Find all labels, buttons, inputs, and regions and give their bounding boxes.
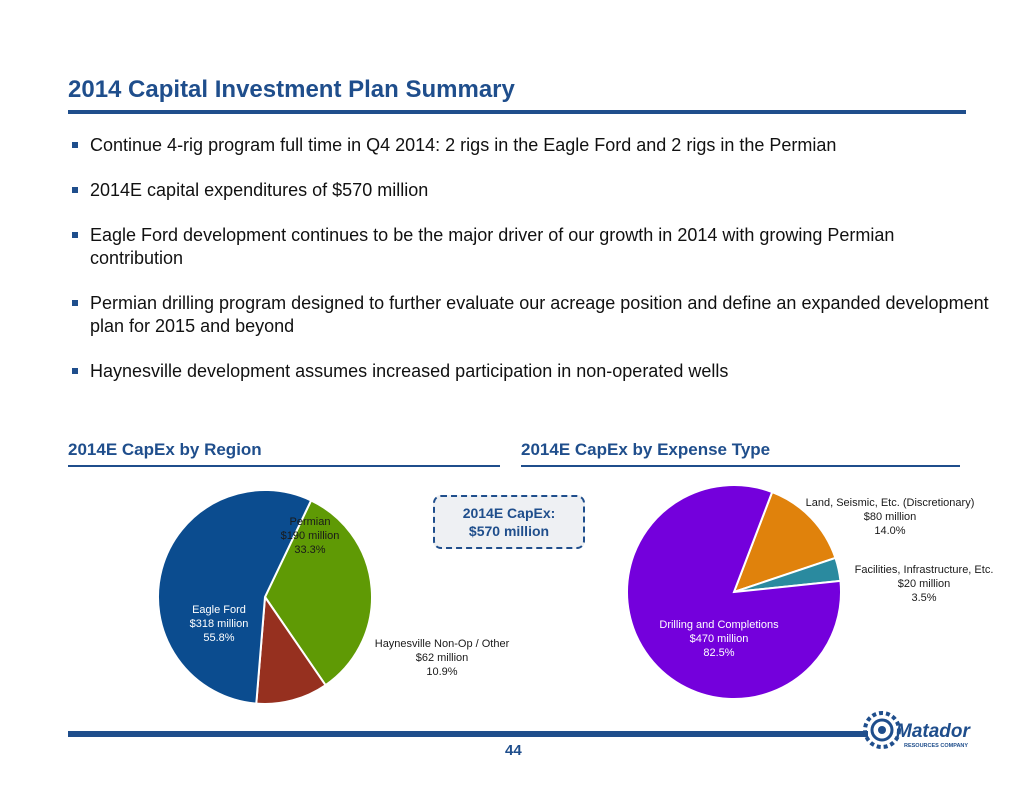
pie-slice-drilling-and-completions [626,484,842,701]
pie-label-facilities-infrastructure-etc: Facilities, Infrastructure, Etc. $20 mill… [855,564,994,604]
pie-label-haynesville-non-op-other: Haynesville Non-Op / Other $62 million 10.… [375,638,510,678]
pie-label-percent: 33.3% [294,544,325,556]
page-title: 2014 Capital Investment Plan Summary [68,76,515,103]
pie-slice-permian [263,499,373,687]
logo-tagline: RESOURCES COMPANY [904,743,968,749]
bullet-square-icon [72,142,78,148]
pie-slice-haynesville-non-op-other [255,594,327,705]
pie-label-category: Permian [290,516,331,528]
title-divider [68,110,966,114]
pie-label-percent: 3.5% [911,592,936,604]
bullet-text: Eagle Ford development continues to be t… [90,225,895,268]
pie-label-value: $80 million [864,511,917,523]
pie-label-drilling-and-completions: Drilling and Completions $470 million 82.5… [659,619,779,659]
page-number: 44 [505,742,522,759]
bullet-item: Permian drilling program designed to fur… [72,292,992,338]
pie-label-percent: 82.5% [703,647,734,659]
bullet-square-icon [72,368,78,374]
matador-logo: Matador RESOURCES COMPANY [863,711,972,749]
pie-label-category: Facilities, Infrastructure, Etc. [855,564,994,576]
bullet-list: Continue 4-rig program full time in Q4 2… [72,134,992,405]
bullet-item: Eagle Ford development continues to be t… [72,224,992,270]
region-chart-title: 2014E CapEx by Region [68,440,262,459]
pie-label-percent: 14.0% [874,525,905,537]
matador-gear-icon [863,711,901,749]
bullet-text: Permian drilling program designed to fur… [90,293,989,336]
region-chart-divider [68,465,500,467]
pie-label-eagle-ford: Eagle Ford $318 million 55.8% [190,604,249,644]
pie-label-percent: 55.8% [203,632,234,644]
bullet-text: 2014E capital expenditures of $570 milli… [90,180,429,200]
expense-chart-divider [521,465,960,467]
pie-label-value: $62 million [416,652,469,664]
pie-label-value: $190 million [281,530,340,542]
pie-label-category: Land, Seismic, Etc. (Discretionary) [806,497,975,509]
bullet-item: Haynesville development assumes increase… [72,360,992,383]
pie-label-category: Haynesville Non-Op / Other [375,638,510,650]
logo-wordmark: Matador [896,721,972,742]
expense-chart-title: 2014E CapEx by Expense Type [521,440,771,459]
pie-label-value: $470 million [690,633,749,645]
footer-divider [68,731,868,737]
callout-line-1: 2014E CapEx: [462,505,556,521]
bullet-item: 2014E capital expenditures of $570 milli… [72,179,992,202]
pie-slice-eagle-ford [157,489,313,705]
pie-label-land-seismic-etc-discretionary: Land, Seismic, Etc. (Discretionary) $80 m… [806,497,975,537]
pie-label-category: Eagle Ford [192,604,246,616]
callout-line-2: $570 million [468,523,550,539]
bullet-item: Continue 4-rig program full time in Q4 2… [72,134,992,157]
capex-callout: 2014E CapEx: $570 million [433,495,585,549]
pie-label-value: $20 million [898,578,951,590]
bullet-square-icon [72,232,78,238]
bullet-square-icon [72,300,78,306]
pie-label-permian: Permian $190 million 33.3% [281,516,340,556]
pie-label-category: Drilling and Completions [659,619,779,631]
bullet-square-icon [72,187,78,193]
pie-label-value: $318 million [190,618,249,630]
pie-label-percent: 10.9% [426,666,457,678]
pie-slice-land-seismic-etc-discretionary [732,490,837,594]
bullet-text: Haynesville development assumes increase… [90,361,729,381]
bullet-text: Continue 4-rig program full time in Q4 2… [90,135,837,155]
